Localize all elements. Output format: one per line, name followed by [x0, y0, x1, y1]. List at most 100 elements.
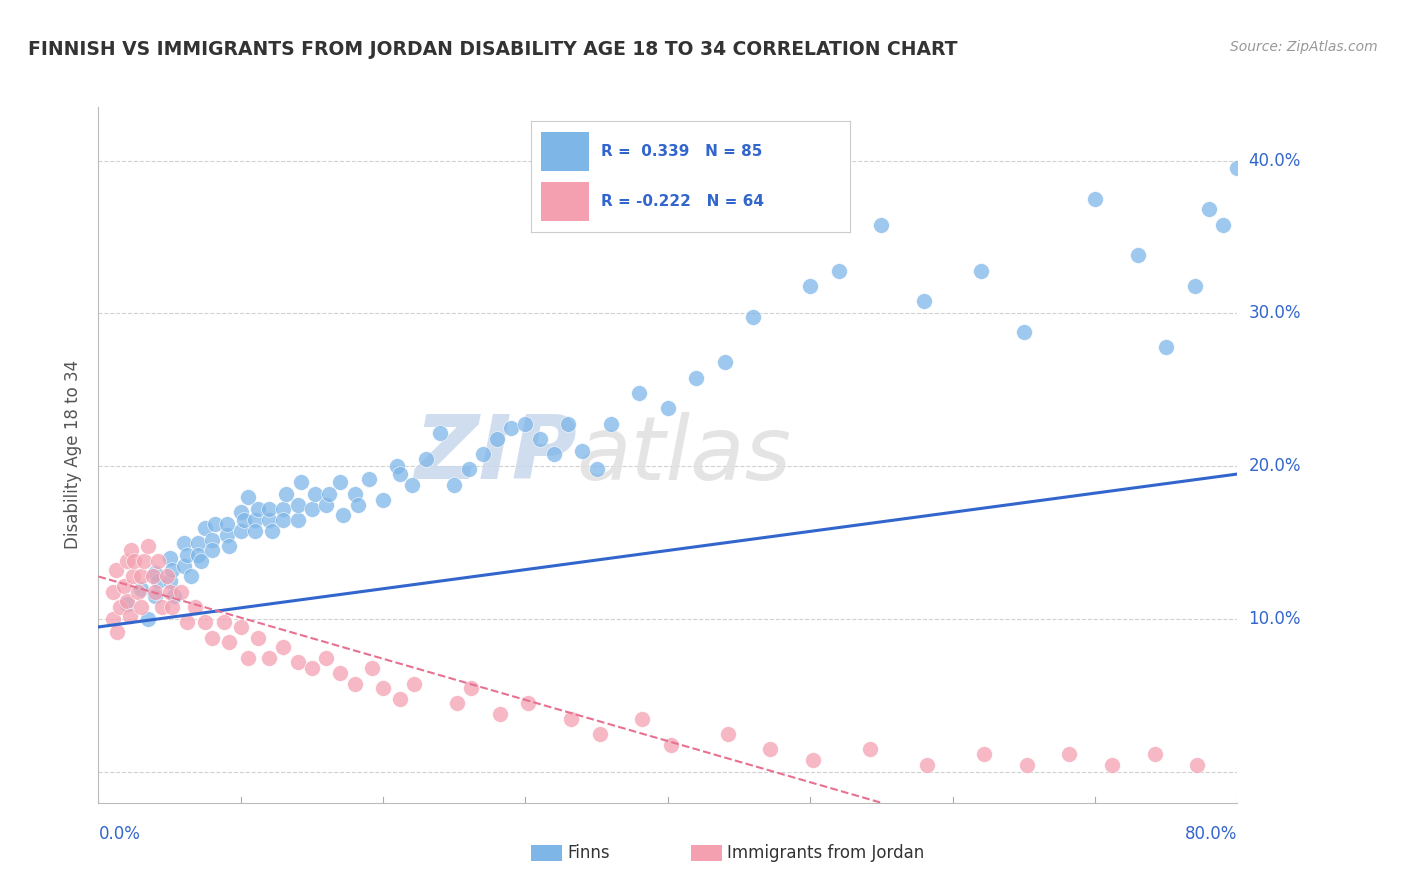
Point	[759, 742, 782, 756]
Point	[132, 554, 155, 568]
Point	[259, 513, 281, 527]
Point	[1015, 757, 1038, 772]
Point	[162, 600, 184, 615]
Point	[560, 712, 582, 726]
Point	[156, 569, 179, 583]
Point	[1084, 192, 1107, 206]
Point	[236, 650, 259, 665]
Point	[912, 294, 935, 309]
Point	[290, 475, 312, 489]
Point	[194, 615, 217, 630]
Point	[1143, 747, 1166, 761]
Point	[215, 517, 238, 532]
Point	[162, 563, 184, 577]
Point	[145, 584, 167, 599]
Point	[287, 655, 309, 669]
Point	[232, 513, 254, 527]
Point	[517, 697, 540, 711]
Point	[1012, 325, 1035, 339]
Point	[201, 631, 224, 645]
Point	[276, 487, 298, 501]
Point	[657, 401, 679, 416]
Point	[828, 263, 851, 277]
Point	[201, 543, 224, 558]
Point	[273, 513, 295, 527]
Point	[387, 459, 409, 474]
Point	[243, 513, 266, 527]
Point	[243, 524, 266, 538]
Point	[201, 533, 224, 547]
Point	[121, 569, 143, 583]
Point	[229, 620, 252, 634]
Point	[1226, 161, 1249, 176]
Point	[628, 386, 651, 401]
Point	[136, 612, 159, 626]
Point	[127, 584, 149, 599]
Point	[152, 600, 174, 615]
Point	[304, 487, 326, 501]
Point	[173, 536, 195, 550]
Point	[159, 551, 181, 566]
Point	[148, 554, 170, 568]
Point	[588, 727, 610, 741]
Point	[557, 417, 579, 431]
Point	[1154, 340, 1177, 354]
Text: 10.0%: 10.0%	[1249, 610, 1301, 628]
Point	[859, 742, 882, 756]
Point	[273, 640, 295, 654]
Point	[714, 355, 737, 369]
Point	[129, 569, 152, 583]
Point	[101, 584, 124, 599]
Point	[170, 584, 193, 599]
Point	[489, 707, 512, 722]
Point	[229, 505, 252, 519]
Point	[571, 444, 593, 458]
Point	[212, 615, 235, 630]
Text: ZIP: ZIP	[413, 411, 576, 499]
Point	[101, 612, 124, 626]
Point	[1187, 757, 1209, 772]
Point	[585, 462, 607, 476]
Point	[389, 691, 412, 706]
Point	[529, 432, 551, 446]
Point	[799, 279, 821, 293]
Point	[118, 609, 141, 624]
Point	[973, 747, 995, 761]
Text: Source: ZipAtlas.com: Source: ZipAtlas.com	[1230, 40, 1378, 54]
Point	[176, 615, 198, 630]
Point	[343, 487, 366, 501]
Point	[104, 563, 127, 577]
Point	[315, 498, 337, 512]
Point	[115, 594, 138, 608]
Point	[329, 665, 352, 680]
Text: 0.0%: 0.0%	[98, 825, 141, 843]
Text: Finns: Finns	[568, 844, 610, 862]
Text: 30.0%: 30.0%	[1249, 304, 1301, 323]
Point	[163, 590, 186, 604]
Point	[187, 536, 209, 550]
Point	[659, 738, 682, 752]
Point	[105, 624, 128, 639]
Point	[180, 569, 202, 583]
Point	[301, 661, 323, 675]
Point	[460, 681, 482, 695]
Point	[415, 451, 437, 466]
Point	[301, 502, 323, 516]
Text: FINNISH VS IMMIGRANTS FROM JORDAN DISABILITY AGE 18 TO 34 CORRELATION CHART: FINNISH VS IMMIGRANTS FROM JORDAN DISABI…	[28, 40, 957, 59]
Point	[120, 543, 142, 558]
Point	[401, 477, 423, 491]
Point	[194, 520, 217, 534]
Point	[329, 475, 352, 489]
Point	[187, 548, 209, 562]
Point	[870, 218, 893, 232]
Point	[801, 753, 824, 767]
Point	[543, 447, 565, 461]
Text: atlas: atlas	[576, 412, 792, 498]
Point	[259, 502, 281, 516]
Point	[145, 566, 167, 581]
Y-axis label: Disability Age 18 to 34: Disability Age 18 to 34	[65, 360, 83, 549]
Point	[259, 650, 281, 665]
Point	[600, 417, 623, 431]
Point	[218, 539, 240, 553]
Point	[315, 650, 337, 665]
